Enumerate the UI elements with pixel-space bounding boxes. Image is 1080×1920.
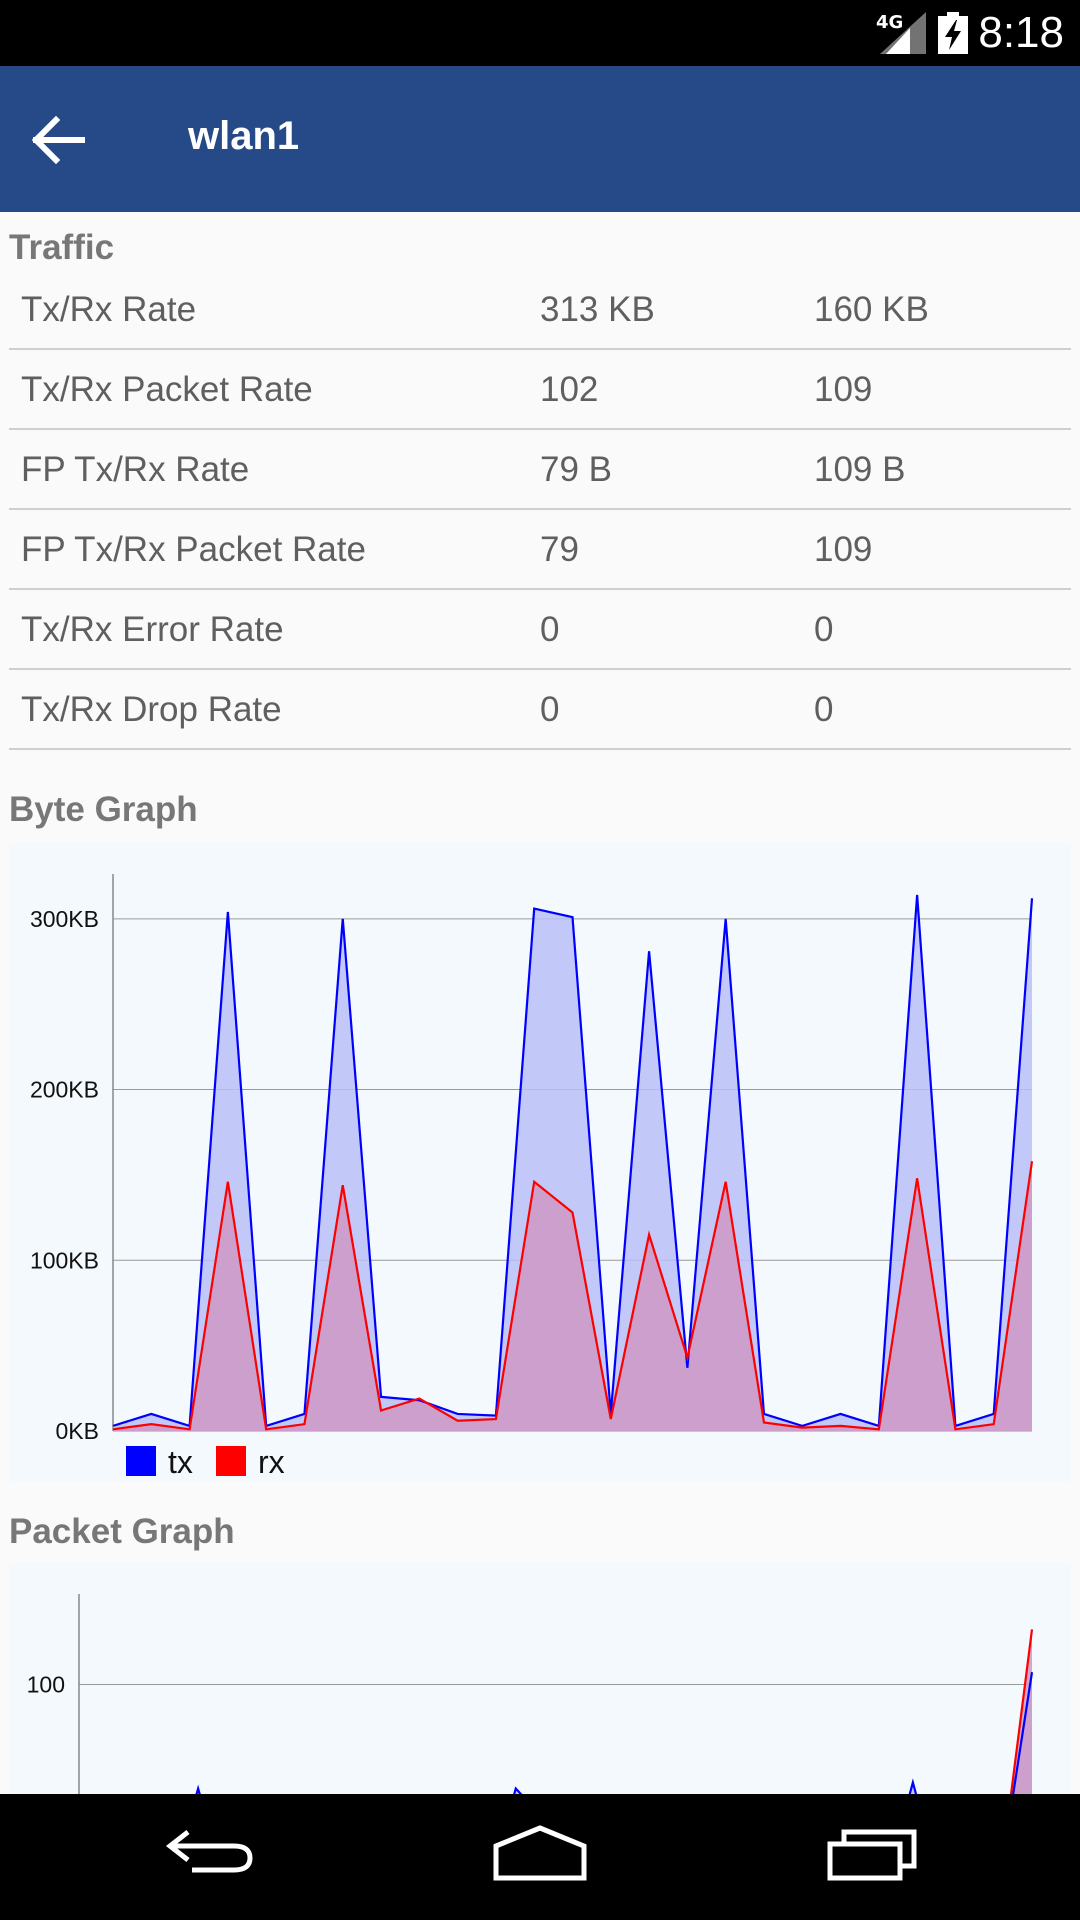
traffic-row-rx-value: 109	[814, 530, 873, 569]
legend-swatch-rx	[216, 1446, 246, 1476]
traffic-row-tx-value: 102	[540, 370, 599, 409]
traffic-row-tx-value: 79 B	[540, 450, 612, 489]
packet-graph: 80100	[9, 1562, 1071, 1794]
packet-graph-svg: 80100	[27, 1594, 1034, 1794]
traffic-row-tx-value: 79	[540, 530, 579, 569]
y-tick-label: 100	[27, 1671, 65, 1697]
series-area-rx	[113, 1161, 1032, 1431]
legend-label-tx: tx	[168, 1444, 193, 1480]
byte-graph-title: Byte Graph	[9, 790, 198, 829]
page-title: wlan1	[188, 114, 300, 158]
y-tick-label: 100KB	[30, 1247, 99, 1273]
traffic-row-label: Tx/Rx Rate	[21, 290, 197, 329]
traffic-row-tx-value: 0	[540, 610, 560, 649]
y-tick-label: 300KB	[30, 906, 99, 932]
traffic-row: Tx/Rx Drop Rate 0 0	[9, 670, 1071, 750]
back-nav-icon[interactable]	[164, 1824, 256, 1884]
traffic-row-rx-value: 109	[814, 370, 873, 409]
traffic-row-label: FP Tx/Rx Packet Rate	[21, 530, 366, 569]
y-tick-label: 0KB	[56, 1418, 99, 1444]
traffic-table: Tx/Rx Rate 313 KB 160 KB Tx/Rx Packet Rate 1…	[9, 270, 1071, 750]
status-bar: 4G 8:18	[0, 0, 1080, 66]
byte-graph-svg: 0KB 100KB 200KB 300KB tx rx	[30, 874, 1034, 1480]
traffic-row: FP Tx/Rx Rate 79 B 109 B	[9, 430, 1071, 510]
series-line-tx	[195, 1672, 1034, 1794]
traffic-row: FP Tx/Rx Packet Rate 79 109	[9, 510, 1071, 590]
series-line-rx	[1009, 1629, 1034, 1794]
traffic-row: Tx/Rx Error Rate 0 0	[9, 590, 1071, 670]
traffic-row-label: Tx/Rx Drop Rate	[21, 690, 282, 729]
traffic-row: Tx/Rx Rate 313 KB 160 KB	[9, 270, 1071, 350]
traffic-row-rx-value: 0	[814, 610, 834, 649]
traffic-section-title: Traffic	[9, 228, 115, 267]
series-area-tx	[196, 1672, 1032, 1794]
traffic-row-tx-value: 0	[540, 690, 560, 729]
navigation-bar	[0, 1794, 1080, 1920]
traffic-row-label: FP Tx/Rx Rate	[21, 450, 250, 489]
arrow-back-icon[interactable]	[30, 116, 86, 164]
home-nav-icon[interactable]	[492, 1824, 588, 1884]
traffic-row-rx-value: 109 B	[814, 450, 906, 489]
traffic-row-rx-value: 0	[814, 690, 834, 729]
recents-nav-icon[interactable]	[826, 1824, 918, 1884]
status-clock: 8:18	[978, 8, 1064, 57]
traffic-row-label: Tx/Rx Packet Rate	[21, 370, 313, 409]
traffic-row-rx-value: 160 KB	[814, 290, 929, 329]
packet-graph-title: Packet Graph	[9, 1512, 235, 1551]
network-type-label: 4G	[876, 12, 904, 33]
battery-charging-icon	[938, 12, 968, 54]
legend-label-rx: rx	[258, 1444, 285, 1480]
series-line-rx	[112, 1161, 1034, 1431]
legend-swatch-tx	[126, 1446, 156, 1476]
traffic-row-label: Tx/Rx Error Rate	[21, 610, 284, 649]
traffic-row: Tx/Rx Packet Rate 102 109	[9, 350, 1071, 430]
app-bar: wlan1	[0, 66, 1080, 212]
signal-icon	[880, 12, 926, 54]
series-area-rx	[1011, 1629, 1032, 1794]
byte-graph: 0KB 100KB 200KB 300KB tx rx	[9, 842, 1071, 1482]
traffic-row-tx-value: 313 KB	[540, 290, 655, 329]
y-tick-label: 200KB	[30, 1077, 99, 1103]
